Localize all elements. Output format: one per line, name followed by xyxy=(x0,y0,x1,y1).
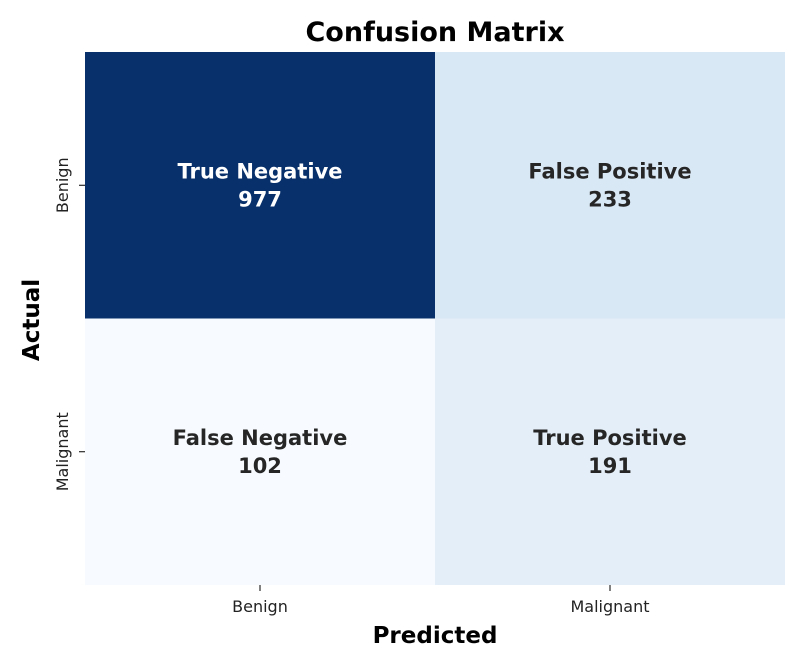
heatmap-cell xyxy=(85,318,435,585)
y-axis-label: Actual xyxy=(19,279,45,361)
heatmap-cell xyxy=(435,318,785,585)
cell-label: False Negative xyxy=(173,426,348,450)
x-axis-ticks: Benign Malignant xyxy=(232,585,650,616)
x-tick-label: Malignant xyxy=(570,597,649,616)
chart-title: Confusion Matrix xyxy=(305,17,564,48)
y-axis-ticks: Benign Malignant xyxy=(53,157,85,491)
x-tick-label: Benign xyxy=(232,597,288,616)
y-tick-label: Benign xyxy=(53,157,72,213)
cell-value: 102 xyxy=(238,454,282,478)
heatmap-cell xyxy=(85,52,435,319)
cell-value: 233 xyxy=(588,187,632,211)
cell-label: True Negative xyxy=(177,159,342,183)
heatmap-cells: True Negative 977 False Positive 233 False N… xyxy=(85,52,785,585)
cell-label: False Positive xyxy=(528,159,691,183)
heatmap-cell xyxy=(435,52,785,319)
cell-value: 191 xyxy=(588,454,632,478)
cell-value: 977 xyxy=(238,187,282,211)
y-tick-label: Malignant xyxy=(53,412,72,491)
cell-label: True Positive xyxy=(533,426,687,450)
x-axis-label: Predicted xyxy=(373,623,498,649)
